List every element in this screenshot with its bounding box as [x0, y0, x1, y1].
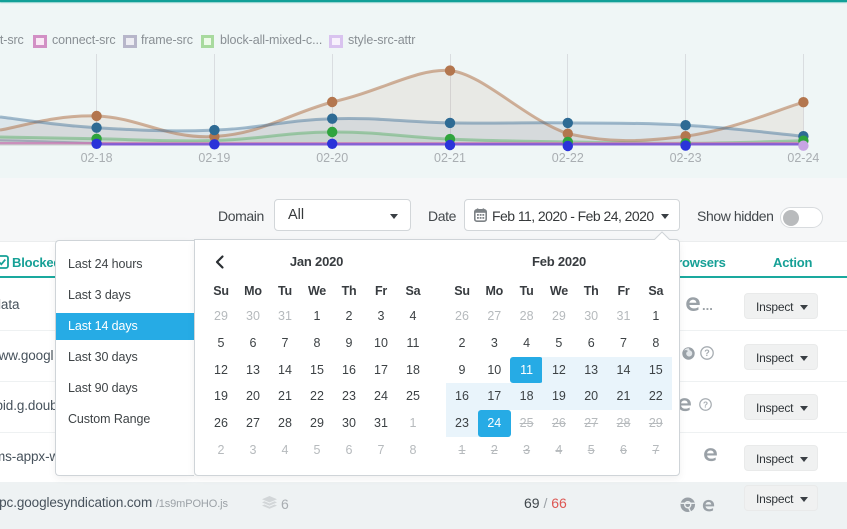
svg-text:?: ?	[704, 348, 710, 358]
svg-text:02-20: 02-20	[316, 151, 348, 165]
svg-text:02-23: 02-23	[670, 151, 702, 165]
svg-text:02-21: 02-21	[434, 151, 466, 165]
svg-text:02-24: 02-24	[787, 151, 819, 165]
svg-text:02-22: 02-22	[552, 151, 584, 165]
svg-text:02-18: 02-18	[81, 151, 113, 165]
svg-text:02-19: 02-19	[198, 151, 230, 165]
svg-text:?: ?	[703, 399, 708, 409]
